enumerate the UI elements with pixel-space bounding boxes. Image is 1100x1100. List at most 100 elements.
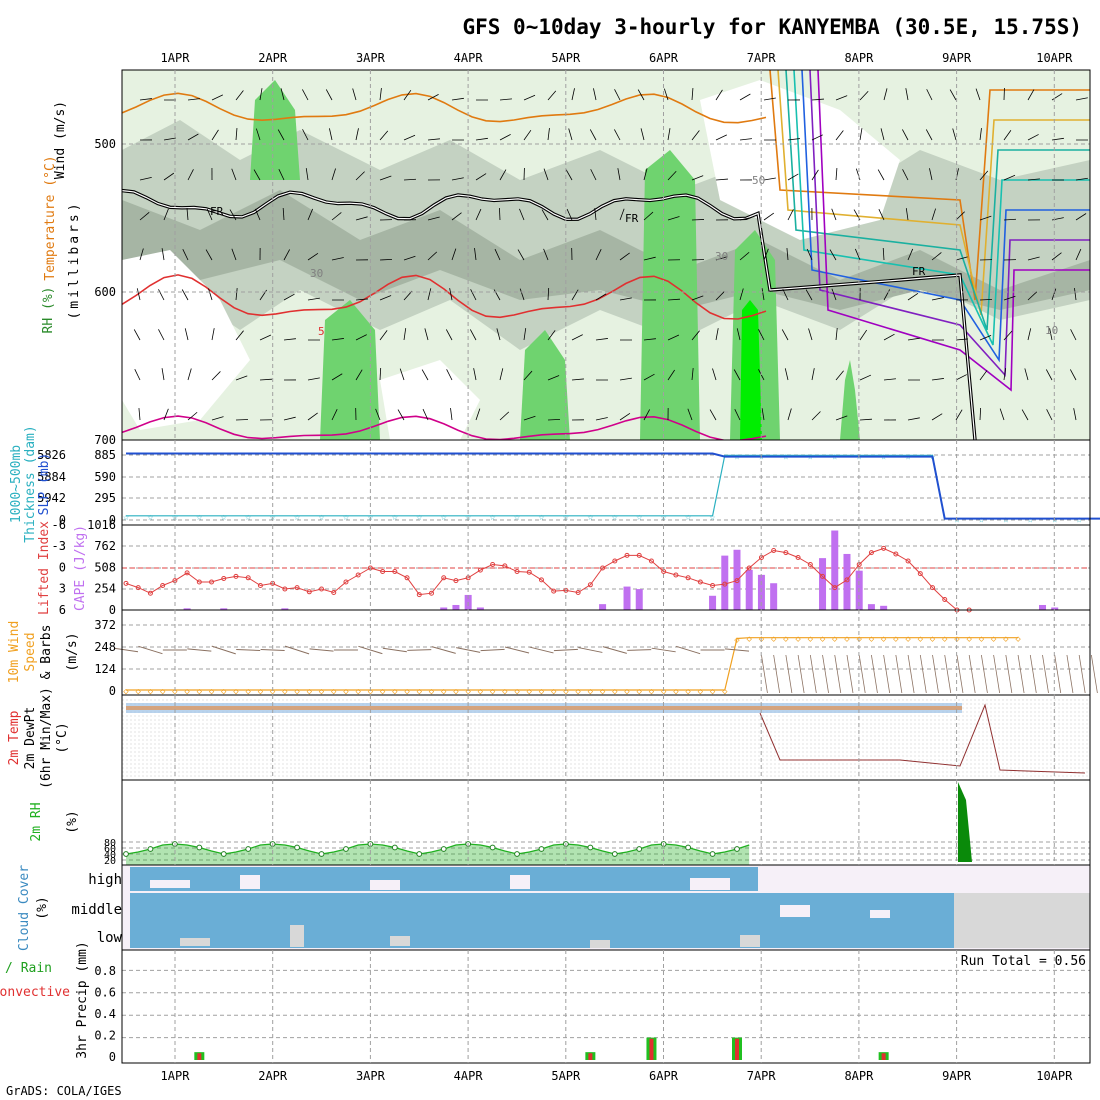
li-marker [514, 569, 520, 574]
precip-convective-bar [881, 1053, 886, 1060]
wind-barb [944, 654, 952, 694]
wind-marker: ◇ [685, 687, 691, 697]
li-marker [135, 585, 141, 591]
wind-barb [379, 367, 382, 381]
rh-saturated [740, 300, 762, 440]
wind-barb [808, 328, 813, 341]
wind-barb [331, 257, 344, 261]
wind-barb [667, 298, 680, 301]
wind-marker: ◇ [417, 687, 423, 697]
wind-barb [1075, 213, 1087, 221]
li-marker [355, 572, 361, 578]
thickness-label: 1000~500mb [9, 445, 24, 523]
wind-barb [1021, 409, 1029, 421]
cape-bar [880, 605, 888, 610]
wind-barb [715, 134, 728, 141]
li-marker [893, 551, 899, 557]
wind-barb [382, 647, 407, 653]
cape-bar [1039, 604, 1046, 610]
wind-barb [133, 329, 141, 341]
wind-marker: ◇ [612, 687, 618, 697]
wind-barb [1051, 252, 1062, 261]
wind-barb [643, 211, 654, 221]
wind-barb [724, 648, 750, 652]
li-marker [257, 583, 263, 588]
cloud-low-bar [390, 936, 410, 946]
wind-barb [831, 208, 837, 221]
wind-label: & Barbs [39, 625, 54, 680]
wind-marker: ◇ [820, 635, 826, 645]
wind-barb [787, 209, 794, 221]
wind-marker: ◇ [148, 687, 154, 697]
wind-barb [451, 97, 464, 101]
thickness-tick: 0 [59, 513, 66, 527]
wind-barb [235, 90, 244, 101]
wind-barb [619, 252, 630, 261]
wind-marker: ◇ [465, 687, 471, 697]
thickness-line [126, 454, 1100, 520]
wind-barb [139, 98, 152, 101]
wind-barb [932, 654, 939, 694]
wind-barb [163, 208, 169, 221]
wind-barb [919, 654, 927, 694]
wind-barb [643, 256, 656, 261]
cloud-gap [150, 880, 190, 888]
li-marker [600, 565, 606, 571]
rh2m-marker [611, 851, 618, 857]
wind-barb [691, 330, 700, 341]
rh2m-tick: 40 [104, 850, 116, 861]
wind-barb [956, 654, 964, 694]
cloud-gap [780, 905, 810, 917]
li-marker [147, 590, 153, 596]
wind-barb [858, 654, 866, 694]
wind-barb [979, 215, 992, 221]
li-marker [306, 589, 312, 595]
wind-tick: 124 [94, 662, 116, 676]
wind-barb [835, 95, 848, 101]
wind-barb [161, 248, 165, 261]
li-marker [416, 592, 422, 598]
cloud-gap [510, 875, 530, 889]
wind-marker: ◇ [979, 635, 985, 645]
wind-barb [907, 248, 914, 261]
wind-barb [355, 128, 359, 141]
wind-barb [208, 288, 213, 301]
wind-barb [643, 409, 651, 421]
wind-barb [331, 373, 343, 381]
wind-barb [1078, 654, 1086, 694]
wind-barb [691, 88, 694, 101]
wind-barb [931, 378, 944, 381]
wind-marker: ◇ [954, 635, 960, 645]
wind-barb [547, 375, 560, 381]
temperature-contour [793, 70, 1090, 346]
temperature-contour [777, 70, 1090, 316]
cape-bar [745, 569, 753, 610]
wind-barb [787, 408, 792, 421]
wind-barb [739, 216, 752, 221]
wind-barb [979, 407, 982, 421]
thickness-tick: 5884 [37, 470, 66, 484]
wind-barb [736, 328, 741, 341]
thickness-marker: ☆ [294, 512, 300, 523]
wind-barb [519, 208, 525, 221]
cloud-none [954, 893, 1090, 948]
rh2m-marker [636, 846, 643, 852]
wind-barb [691, 175, 704, 181]
li-marker [404, 575, 410, 581]
wind-barb [926, 89, 933, 101]
li-marker [783, 550, 789, 556]
wind-marker: ◇ [441, 687, 447, 697]
wind-barb [1069, 369, 1077, 381]
contour-label: 30 [715, 250, 728, 263]
li-marker [636, 552, 642, 558]
wind-barb [619, 412, 631, 421]
wind-barb [739, 93, 751, 101]
wind-barb [253, 169, 261, 181]
thickness-marker: ☆ [196, 512, 202, 523]
cloud-gap [870, 910, 890, 918]
cape-bar [440, 607, 448, 610]
wind-barb [715, 178, 728, 181]
li-marker [453, 578, 459, 584]
wind-barb [1017, 654, 1025, 694]
wind-barb [787, 138, 800, 141]
